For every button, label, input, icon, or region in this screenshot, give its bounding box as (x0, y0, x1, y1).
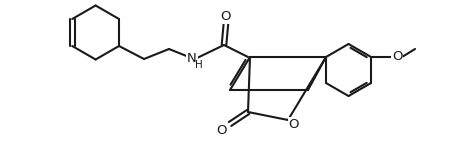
Text: N: N (187, 52, 197, 66)
Text: H: H (195, 60, 202, 70)
Text: O: O (216, 123, 227, 136)
Text: O: O (220, 9, 231, 22)
Text: O: O (288, 119, 298, 131)
Text: O: O (391, 50, 401, 64)
